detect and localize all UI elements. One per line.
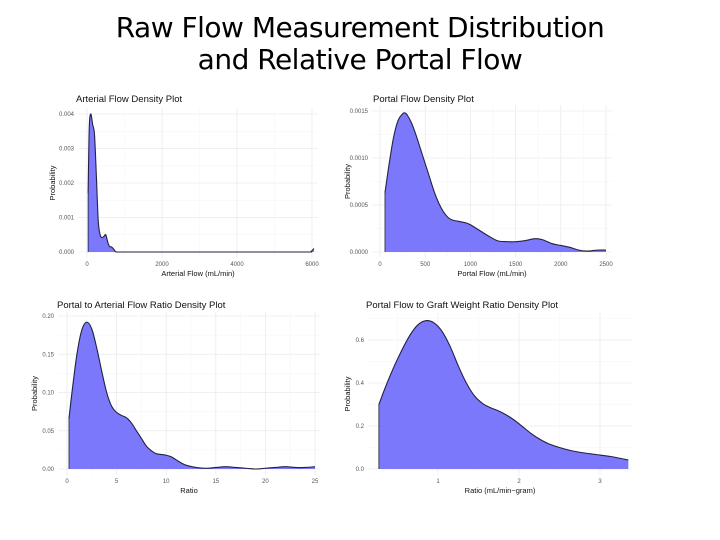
y-tick-label: 0.2 bbox=[356, 424, 365, 430]
y-tick-label: 0.4 bbox=[356, 381, 365, 387]
x-tick-label: 2000 bbox=[155, 262, 169, 268]
x-tick-label: 0 bbox=[65, 479, 69, 485]
x-tick-label: 3 bbox=[598, 479, 602, 485]
slide-title-line-2: and Relative Portal Flow bbox=[197, 43, 523, 76]
density-curve bbox=[68, 321, 316, 470]
y-tick-label: 0.003 bbox=[59, 147, 75, 153]
y-tick-label: 0.0 bbox=[356, 467, 365, 473]
y-tick-label: 0.002 bbox=[59, 181, 75, 187]
y-tick-label: 0.00 bbox=[42, 467, 54, 473]
portal-flow-graft-weight-ratio-density-plot: 1 2 3 0.0 0.2 0.4 0.6 Portal Flow to Graft Weig… bbox=[343, 300, 632, 495]
y-tick-label: 0.20 bbox=[42, 314, 54, 320]
x-axis-label: Ratio (mL/min−gram) bbox=[465, 486, 536, 495]
plot-title: Arterial Flow Density Plot bbox=[76, 94, 182, 105]
x-tick-label: 2 bbox=[517, 479, 521, 485]
x-tick-label: 2000 bbox=[554, 262, 568, 268]
x-tick-label: 0 bbox=[378, 262, 382, 268]
x-tick-label: 10 bbox=[163, 479, 170, 485]
x-tick-label: 4000 bbox=[230, 262, 244, 268]
y-axis-label: Probability bbox=[48, 165, 57, 200]
y-axis-label: Probability bbox=[343, 376, 352, 411]
y-tick-label: 0.15 bbox=[42, 352, 54, 358]
y-tick-label: 0.6 bbox=[356, 338, 365, 344]
density-curve bbox=[384, 112, 607, 252]
density-curve bbox=[378, 320, 629, 461]
y-tick-label: 0.004 bbox=[59, 112, 75, 118]
x-tick-label: 5 bbox=[115, 479, 119, 485]
arterial-flow-density-plot: 0 2000 4000 6000 0.000 0.001 0.002 0.003 0.004 Ar… bbox=[48, 94, 319, 278]
plot-title: Portal Flow Density Plot bbox=[373, 94, 474, 105]
portal-flow-density-plot: 0 500 1000 1500 2000 2500 0.0000 0.0005 0.0010 0.… bbox=[343, 94, 613, 278]
slide-title-line-1: Raw Flow Measurement Distribution bbox=[115, 11, 605, 44]
density-curve bbox=[87, 113, 315, 253]
y-tick-label: 0.000 bbox=[59, 250, 75, 256]
x-tick-label: 1500 bbox=[509, 262, 523, 268]
y-tick-label: 0.0000 bbox=[350, 250, 369, 256]
x-axis-label: Portal Flow (mL/min) bbox=[457, 269, 527, 278]
x-tick-label: 15 bbox=[212, 479, 219, 485]
y-tick-label: 0.0015 bbox=[350, 109, 369, 115]
y-tick-label: 0.0005 bbox=[350, 203, 369, 209]
slide-title: Raw Flow Measurement Distribution and Re… bbox=[0, 12, 720, 76]
density-area bbox=[68, 322, 315, 469]
y-axis-label: Probability bbox=[343, 164, 352, 199]
plot-title: Portal to Arterial Flow Ratio Density Pl… bbox=[57, 300, 226, 311]
density-area bbox=[378, 320, 629, 469]
y-tick-label: 0.10 bbox=[42, 391, 54, 397]
y-tick-label: 0.0010 bbox=[350, 156, 369, 162]
plot-title: Portal Flow to Graft Weight Ratio Densit… bbox=[366, 300, 558, 311]
x-axis-label: Ratio bbox=[180, 486, 198, 495]
x-tick-label: 1000 bbox=[464, 262, 478, 268]
x-tick-label: 6000 bbox=[305, 262, 319, 268]
y-tick-label: 0.001 bbox=[59, 216, 75, 222]
density-area bbox=[384, 112, 606, 252]
x-axis-label: Arterial Flow (mL/min) bbox=[161, 269, 235, 278]
y-tick-label: 0.05 bbox=[42, 429, 54, 435]
x-tick-label: 0 bbox=[85, 262, 89, 268]
x-tick-label: 20 bbox=[262, 479, 269, 485]
x-tick-label: 2500 bbox=[599, 262, 613, 268]
y-axis-label: Probability bbox=[30, 376, 39, 411]
x-tick-label: 1 bbox=[436, 479, 440, 485]
x-tick-label: 500 bbox=[420, 262, 431, 268]
x-tick-label: 25 bbox=[312, 479, 319, 485]
